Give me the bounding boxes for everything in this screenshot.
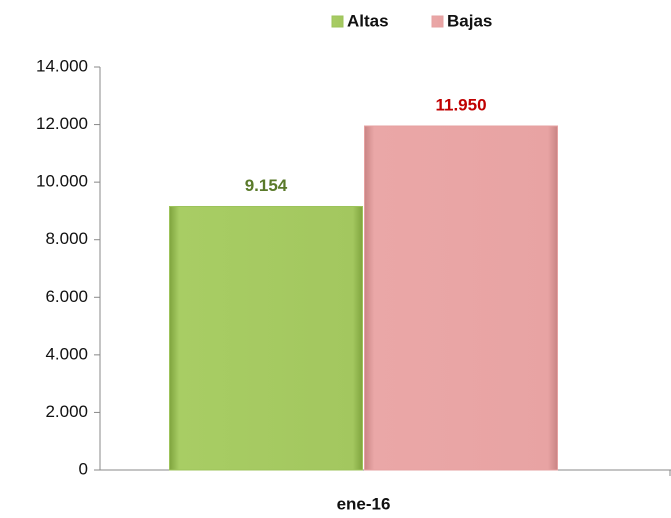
y-tick-label: 2.000 xyxy=(45,402,88,421)
data-label: 9.154 xyxy=(245,176,288,195)
bar xyxy=(169,205,363,471)
legend-swatch xyxy=(331,15,344,28)
y-tick-label: 10.000 xyxy=(36,172,88,191)
y-tick-label: 8.000 xyxy=(45,229,88,248)
x-tick-label: ene-16 xyxy=(337,494,391,513)
legend-swatch xyxy=(431,15,444,28)
y-tick-label: 6.000 xyxy=(45,287,88,306)
data-label: 11.950 xyxy=(435,95,486,114)
bar xyxy=(364,125,558,471)
y-tick-label: 0 xyxy=(79,459,88,478)
y-tick-label: 4.000 xyxy=(45,344,88,363)
y-tick-label: 14.000 xyxy=(36,56,88,75)
legend-label: Altas xyxy=(347,11,389,30)
legend-label: Bajas xyxy=(447,11,492,30)
y-tick-label: 12.000 xyxy=(36,114,88,133)
